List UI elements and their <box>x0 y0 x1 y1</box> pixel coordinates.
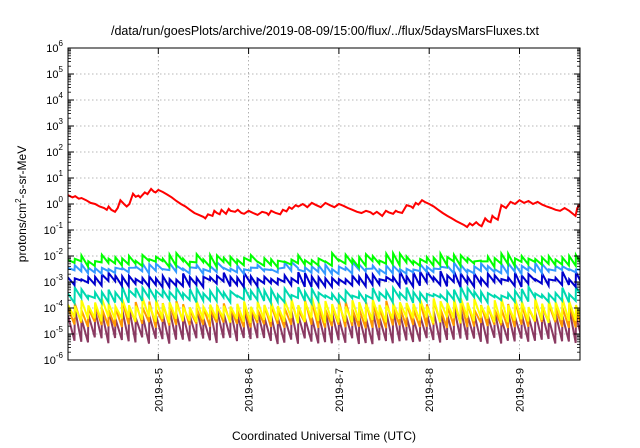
y-tick-label: 100 <box>46 195 63 211</box>
y-tick-label: 103 <box>46 117 63 133</box>
y-axis-label-base: protons/cm <box>15 203 29 262</box>
y-axis-label-sup: 2 <box>14 198 23 203</box>
series-line-3 <box>68 268 580 291</box>
series-line-0 <box>68 187 580 229</box>
y-tick-label: 104 <box>46 91 63 107</box>
y-tick-label: 101 <box>46 169 63 185</box>
axis-ticks: 10-6 10-5 10-4 10-3 10-2 10-1 100 101 102 103 104 1… <box>44 39 580 412</box>
series-line-2 <box>68 259 580 278</box>
y-tick-label: 10-6 <box>44 351 64 367</box>
y-axis-label: protons/cm2-s-sr-MeV <box>14 146 29 262</box>
series-line-1 <box>68 249 580 271</box>
series-layer <box>68 187 580 345</box>
y-tick-label: 10-4 <box>44 299 64 315</box>
x-tick-label: 2019-8-5 <box>153 368 165 412</box>
y-tick-label: 10-1 <box>44 221 64 237</box>
chart-title: /data/run/goesPlots/archive/2019-08-09/1… <box>111 24 540 38</box>
y-tick-label: 10-5 <box>44 325 64 341</box>
y-axis-label-rest: -s-sr-MeV <box>15 146 29 199</box>
y-tick-label: 105 <box>46 65 63 81</box>
x-axis-label: Coordinated Universal Time (UTC) <box>232 429 416 443</box>
y-tick-label: 106 <box>46 39 63 55</box>
series-line-4 <box>68 283 580 307</box>
x-tick-label: 2019-8-7 <box>334 368 346 412</box>
y-tick-label: 102 <box>46 143 63 159</box>
series-line-5 <box>68 296 580 324</box>
y-tick-label: 10-2 <box>44 247 64 263</box>
x-tick-label: 2019-8-6 <box>244 368 256 412</box>
x-tick-label: 2019-8-8 <box>424 368 436 412</box>
x-tick-label: 2019-8-9 <box>514 368 526 412</box>
y-tick-label: 10-3 <box>44 273 64 289</box>
